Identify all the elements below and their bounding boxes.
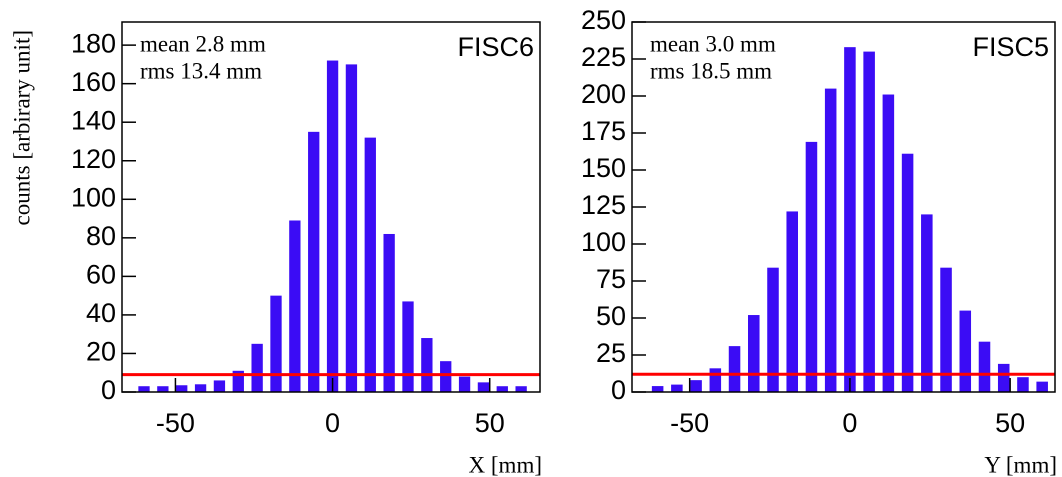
bar xyxy=(458,376,471,392)
y-axis-label: counts [arbirary unit] xyxy=(9,30,34,225)
bar xyxy=(515,386,527,392)
x-axis-label: Y [mm] xyxy=(984,452,1057,477)
annotation: rms 18.5 mm xyxy=(650,58,772,83)
bar xyxy=(921,214,933,392)
chart-title: FISC5 xyxy=(972,32,1049,62)
y-tick-label: 80 xyxy=(86,221,116,251)
bar xyxy=(997,363,1010,392)
y-tick-label: 50 xyxy=(596,301,626,331)
y-tick-label: 120 xyxy=(71,144,116,174)
bar xyxy=(728,346,741,392)
bar xyxy=(805,141,818,392)
y-tick-label: 150 xyxy=(581,153,626,183)
bar xyxy=(440,361,452,392)
bar xyxy=(421,338,433,392)
annotation: mean 3.0 mm xyxy=(650,31,776,56)
bar xyxy=(901,153,914,392)
bar xyxy=(844,47,856,392)
bar xyxy=(289,220,301,392)
bar xyxy=(496,386,508,392)
chart-title: FISC6 xyxy=(457,32,534,62)
bar xyxy=(978,341,991,392)
y-tick-label: 125 xyxy=(581,190,626,220)
bar xyxy=(176,385,188,392)
bar xyxy=(326,60,339,393)
bar xyxy=(364,137,376,392)
bar xyxy=(345,64,358,392)
bar xyxy=(748,315,760,392)
x-tick-label: 50 xyxy=(995,408,1025,438)
y-tick-label: 100 xyxy=(581,227,626,257)
x-axis-label: X [mm] xyxy=(469,452,542,477)
x-tick-label: 50 xyxy=(475,408,505,438)
x-tick-label: -50 xyxy=(156,408,195,438)
bar xyxy=(824,88,837,392)
bar xyxy=(959,310,972,392)
y-tick-label: 160 xyxy=(71,67,116,97)
bar xyxy=(940,267,952,392)
bar xyxy=(270,295,282,392)
bar xyxy=(690,380,702,392)
y-tick-label: 180 xyxy=(71,28,116,58)
bar xyxy=(402,301,414,392)
bar xyxy=(477,382,490,392)
bar xyxy=(213,380,226,392)
y-tick-label: 75 xyxy=(596,264,626,294)
x-tick-label: 0 xyxy=(842,408,857,438)
y-tick-label: 140 xyxy=(71,105,116,135)
bar xyxy=(1017,377,1029,392)
bar xyxy=(383,233,395,392)
y-tick-label: 250 xyxy=(581,5,626,35)
bar xyxy=(194,384,207,392)
y-tick-label: 175 xyxy=(581,116,626,146)
bar xyxy=(157,386,169,392)
y-tick-label: 40 xyxy=(86,298,116,328)
bar xyxy=(1036,381,1048,392)
annotation: mean 2.8 mm xyxy=(140,31,266,56)
y-tick-label: 25 xyxy=(596,338,626,368)
y-tick-label: 100 xyxy=(71,182,116,212)
bar xyxy=(863,51,875,392)
bar xyxy=(651,386,664,392)
bar xyxy=(251,343,263,392)
bar xyxy=(308,131,320,392)
bar xyxy=(882,94,895,393)
bar xyxy=(786,211,798,392)
bar xyxy=(232,370,244,392)
y-tick-label: 0 xyxy=(101,375,116,405)
x-tick-label: -50 xyxy=(670,408,709,438)
plot-frame xyxy=(121,21,541,393)
y-tick-label: 225 xyxy=(581,42,626,72)
y-tick-label: 60 xyxy=(86,260,116,290)
bar xyxy=(709,368,722,392)
bar xyxy=(767,267,779,392)
x-tick-label: 0 xyxy=(325,408,340,438)
y-tick-label: 20 xyxy=(86,337,116,367)
bar xyxy=(138,386,150,392)
bar xyxy=(671,384,683,392)
y-tick-label: 0 xyxy=(611,375,626,405)
y-tick-label: 200 xyxy=(581,79,626,109)
annotation: rms 13.4 mm xyxy=(140,58,262,83)
